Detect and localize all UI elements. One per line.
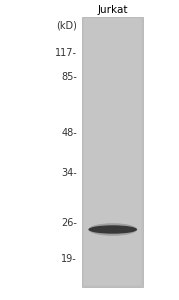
Text: 117-: 117- bbox=[55, 47, 77, 58]
Text: 48-: 48- bbox=[61, 128, 77, 139]
Ellipse shape bbox=[88, 225, 137, 234]
Ellipse shape bbox=[88, 223, 137, 236]
Text: 85-: 85- bbox=[61, 71, 77, 82]
Text: 26-: 26- bbox=[61, 218, 77, 229]
Text: Jurkat: Jurkat bbox=[98, 4, 128, 15]
Text: 34-: 34- bbox=[61, 167, 77, 178]
Bar bbox=[84, 18, 141, 285]
Text: (kD): (kD) bbox=[56, 20, 77, 31]
Bar bbox=[82, 16, 143, 286]
Text: 19-: 19- bbox=[61, 254, 77, 265]
